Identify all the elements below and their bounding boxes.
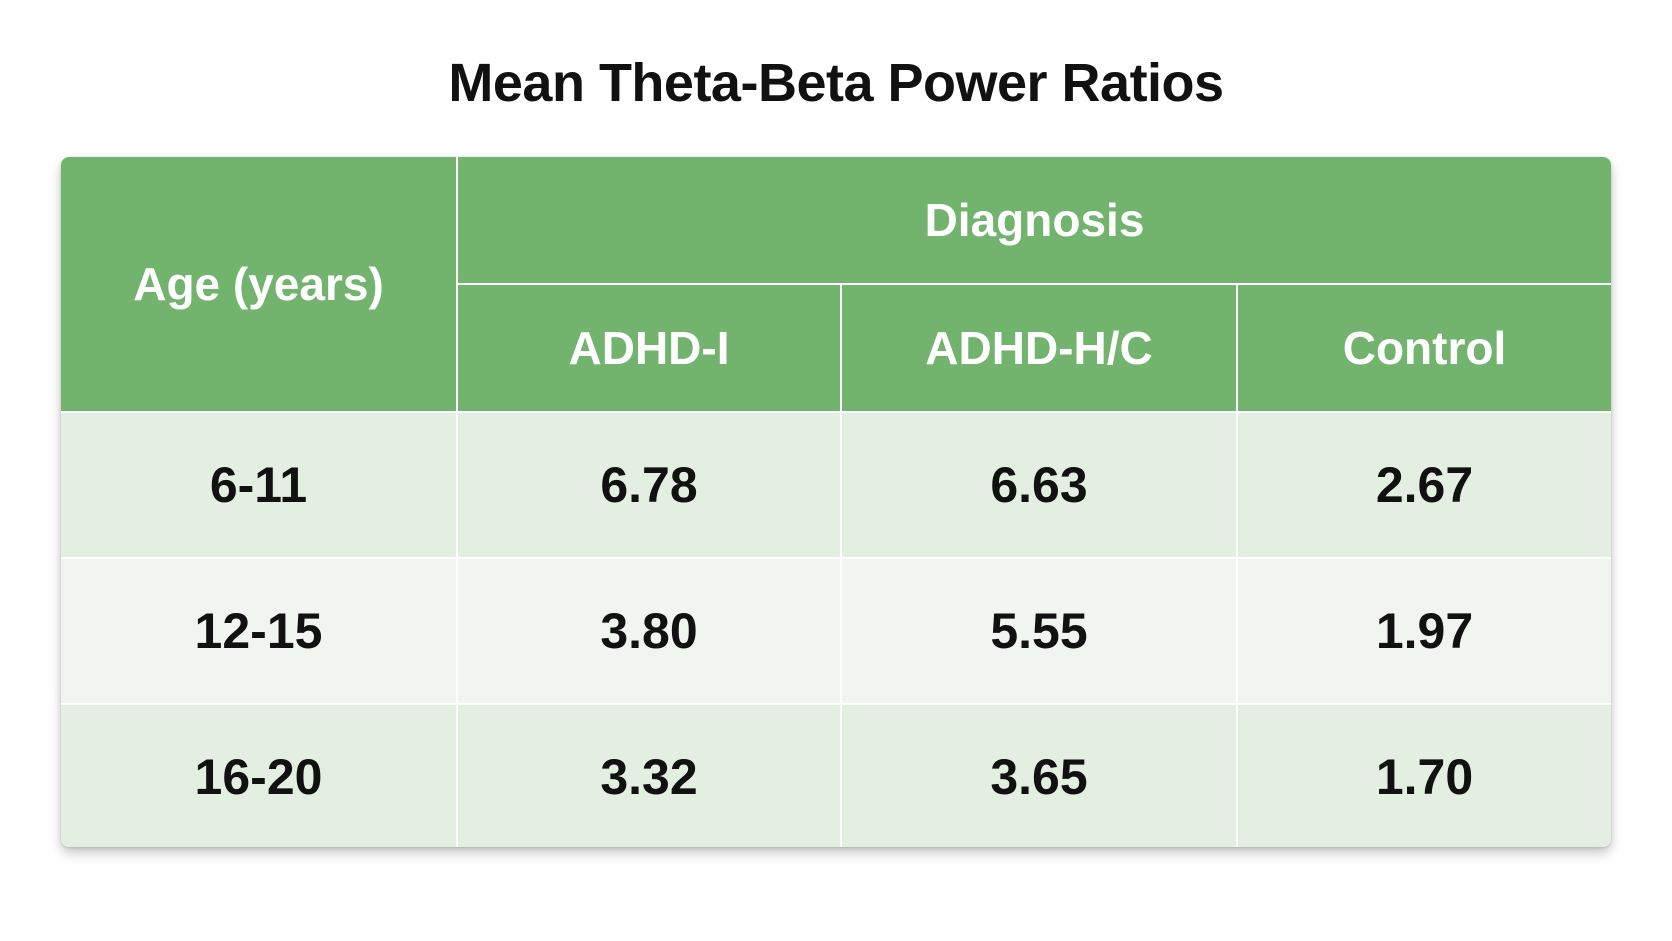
column-header-adhd-i: ADHD-I [457, 283, 842, 413]
column-header-adhd-hc: ADHD-H/C [840, 283, 1238, 413]
diagnosis-group-header: Diagnosis [456, 157, 1611, 285]
value-cell-adhd-hc: 5.55 [840, 557, 1238, 705]
age-cell: 12-15 [61, 557, 458, 705]
data-table: Age (years) Diagnosis ADHD-I ADHD-H/C Co… [61, 157, 1611, 847]
value-cell-control: 1.97 [1236, 557, 1611, 705]
value-cell-adhd-i: 3.80 [456, 557, 842, 705]
age-column-header: Age (years) [61, 157, 458, 413]
age-cell: 16-20 [61, 703, 458, 847]
value-cell-adhd-hc: 3.65 [840, 703, 1238, 847]
age-cell: 6-11 [61, 411, 458, 559]
value-cell-control: 1.70 [1236, 703, 1611, 847]
table-row: 6-11 6.78 6.63 2.67 [61, 411, 1611, 559]
value-cell-adhd-hc: 6.63 [840, 411, 1238, 559]
table-row: 12-15 3.80 5.55 1.97 [61, 557, 1611, 705]
page-title: Mean Theta-Beta Power Ratios [448, 53, 1224, 113]
value-cell-adhd-i: 6.78 [456, 411, 842, 559]
value-cell-adhd-i: 3.32 [456, 703, 842, 847]
column-header-control: Control [1236, 283, 1611, 413]
table-row: 16-20 3.32 3.65 1.70 [61, 703, 1611, 847]
value-cell-control: 2.67 [1236, 411, 1611, 559]
